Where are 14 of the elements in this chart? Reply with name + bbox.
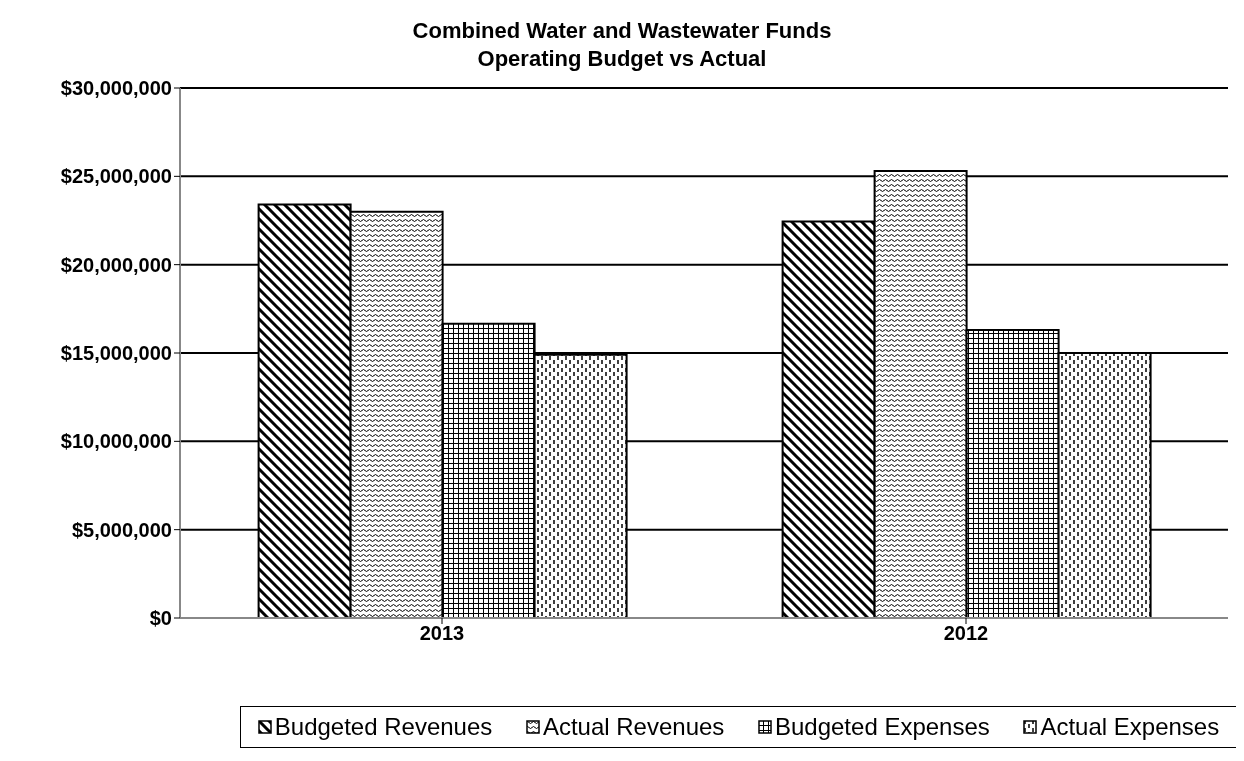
legend-label: Actual Expenses [1039, 713, 1220, 741]
chart-title: Combined Water and Wastewater Funds Operating Budget vs Actual [412, 18, 832, 71]
x-tick-label: 2012 [943, 622, 989, 645]
y-tick-label: $5,000,000 [71, 518, 172, 541]
y-tick-label: $15,000,000 [60, 342, 172, 365]
legend-label: Budgeted Revenues [273, 713, 493, 741]
legend-label: Actual Revenues [541, 713, 725, 741]
x-tick-label: 2013 [419, 622, 465, 645]
y-tick-label: $10,000,000 [60, 430, 172, 453]
y-tick-label: $25,000,000 [60, 165, 172, 188]
y-tick-label: $20,000,000 [60, 253, 172, 276]
y-tick-label: $0 [149, 607, 172, 630]
legend-label: Budgeted Expenses [773, 713, 990, 741]
y-tick-label: $30,000,000 [60, 77, 172, 100]
